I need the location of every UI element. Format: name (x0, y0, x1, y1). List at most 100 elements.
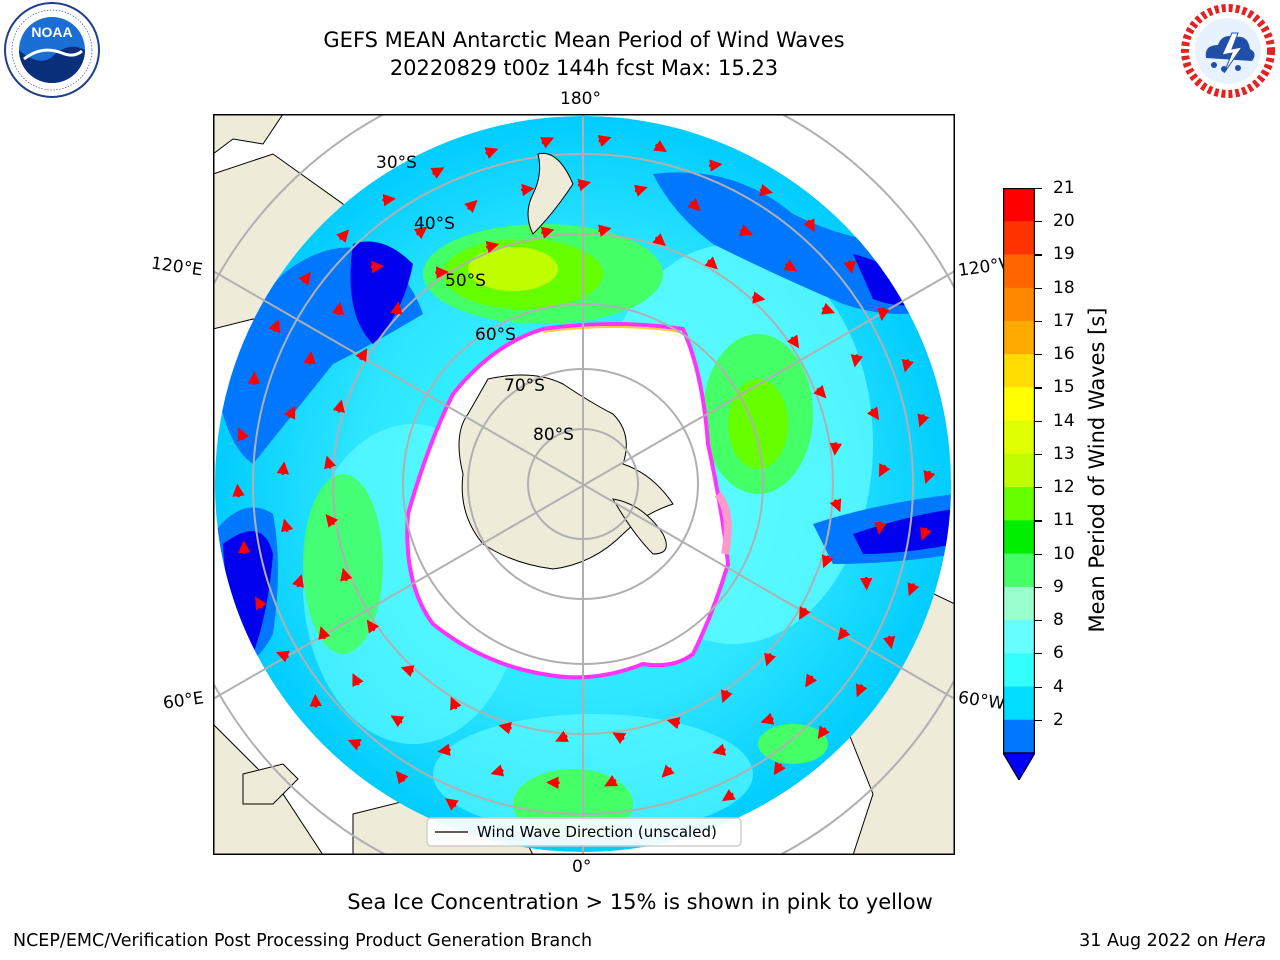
wind-arrow (805, 673, 818, 688)
colorbar-tick (1035, 653, 1042, 655)
wind-arrow (803, 218, 815, 233)
wind-arrow (843, 260, 856, 274)
wind-arrow (604, 775, 619, 787)
wind-arrow (435, 266, 449, 279)
colorbar-tick-label: 19 (1053, 244, 1075, 265)
wind-arrow (822, 554, 834, 569)
wind-arrow (450, 696, 462, 711)
wind-arrow (708, 159, 723, 172)
colorbar-tick (1035, 520, 1042, 522)
colorbar-tick-label: 15 (1053, 377, 1075, 398)
wind-arrow (773, 761, 786, 776)
colorbar-bin (1003, 520, 1035, 555)
wind-arrow (325, 514, 339, 528)
noaa-logo-icon: NOAA (4, 2, 100, 98)
wind-arrow (318, 626, 331, 640)
wind-arrow (445, 798, 459, 811)
wind-arrow (332, 399, 345, 413)
colorbar-tick-label: 21 (1053, 178, 1075, 198)
colorbar-tick-label: 2 (1053, 709, 1064, 730)
wind-arrow (920, 526, 932, 541)
colorbar-tick-label: 18 (1053, 277, 1075, 298)
legend-label: Wind Wave Direction (unscaled) (477, 823, 717, 841)
colorbar-bin (1003, 586, 1035, 621)
wind-arrow (821, 302, 836, 315)
colorbar-bin (1003, 221, 1035, 255)
wind-arrow (292, 574, 304, 588)
colorbar-tick (1035, 487, 1042, 489)
colorbar-label: Mean Period of Wind Waves [s] (1085, 307, 1109, 633)
wind-arrow (855, 683, 868, 698)
wind-arrow (666, 716, 681, 730)
colorbar-tick-label: 6 (1053, 643, 1064, 664)
wind-arrow (901, 358, 914, 373)
colorbar-tick-label: 8 (1053, 610, 1064, 631)
wind-arrow (485, 240, 500, 254)
colorbar-tick (1035, 719, 1042, 721)
colorbar-tick (1035, 453, 1042, 456)
wind-arrow (917, 413, 930, 428)
footer-date: 31 Aug 2022 on (1079, 931, 1225, 951)
lon-label-120e: 120°E (149, 253, 204, 281)
colorbar-bin (1003, 320, 1035, 355)
wind-arrow (661, 764, 675, 778)
colorbar-tick-label: 16 (1053, 344, 1075, 365)
wind-arrow (400, 665, 415, 678)
lat-label-70s: 70°S (504, 376, 545, 396)
colorbar-tick (1035, 686, 1042, 688)
wind-arrow (712, 743, 727, 756)
wind-arrow (352, 673, 364, 688)
graticule (213, 114, 955, 855)
wind-arrow (390, 301, 403, 315)
colorbar-extend-min (1003, 752, 1035, 780)
colorbar-tick-label: 10 (1053, 543, 1075, 564)
wind-arrow (336, 229, 350, 243)
wind-arrow (923, 470, 936, 484)
lat-label-40s: 40°S (414, 214, 455, 234)
colorbar-tick-label: 12 (1053, 477, 1075, 498)
wind-arrow (281, 518, 294, 533)
wind-arrow (907, 582, 920, 597)
wind-arrow (255, 596, 267, 611)
wind-arrow (498, 722, 512, 735)
wind-arrow (437, 743, 451, 756)
wind-arrow (298, 271, 311, 286)
lat-label-50s: 50°S (445, 271, 486, 291)
wind-arrow (764, 652, 777, 667)
wind-arrow (390, 715, 405, 728)
colorbar-bin (1003, 620, 1035, 654)
colorbar-tick (1035, 320, 1042, 323)
wind-arrow (786, 334, 800, 349)
polar-map: Wind Wave Direction (unscaled) (213, 114, 955, 855)
footer-machine: Hera (1224, 931, 1266, 951)
colorbar-tick (1035, 287, 1042, 289)
wind-arrow (829, 442, 843, 456)
wind-arrow (232, 483, 245, 498)
wind-arrow (597, 135, 612, 147)
wind-arrow (866, 406, 880, 421)
wind-arrow (540, 137, 555, 149)
caption: Sea Ice Concentration > 15% is shown in … (347, 890, 933, 914)
wind-arrow (687, 197, 701, 212)
wind-arrow (309, 693, 322, 708)
colorbar (1003, 188, 1035, 780)
wind-arrow (612, 732, 627, 745)
wind-arrow (759, 183, 774, 197)
wind-arrow (464, 199, 478, 213)
footer-left: NCEP/EMC/Verification Post Processing Pr… (13, 931, 593, 951)
wind-arrow (484, 147, 499, 159)
colorbar-tick (1035, 188, 1042, 190)
wind-arrow (238, 540, 251, 554)
wind-arrow (276, 461, 290, 475)
wind-arrow (283, 405, 296, 420)
colorbar-tick-label: 17 (1053, 310, 1075, 331)
colorbar-tick-label: 13 (1053, 443, 1075, 464)
colorbar-bin (1003, 453, 1035, 488)
colorbar-tick (1035, 254, 1042, 256)
wind-arrow (598, 224, 612, 237)
wind-arrow (331, 301, 345, 316)
wind-arrow (653, 140, 668, 153)
wind-arrow (355, 348, 368, 363)
wind-arrow (752, 291, 766, 304)
colorbar-bin (1003, 686, 1035, 721)
